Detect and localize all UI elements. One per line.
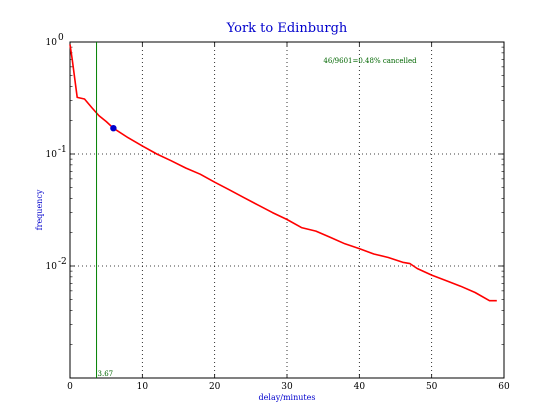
x-tick-label: 10 [137,382,149,392]
y-tick-base: 10 [46,38,58,48]
x-axis-label: delay/minutes [259,393,316,402]
grid-lines [70,42,504,378]
y-tick-exponent: -1 [58,145,67,155]
x-tick-label: 30 [281,382,293,392]
series-group [69,44,497,302]
cancelled-annotation: 46/9601=0.48% cancelled [323,57,417,65]
x-tick-label: 20 [209,382,221,392]
chart-title: York to Edinburgh [226,21,348,36]
y-tick-exponent: 0 [58,33,64,43]
median-marker-label: 3.67 [98,370,114,378]
x-tick-label: 60 [498,382,510,392]
x-tick-label: 40 [354,382,366,392]
y-tick-label: 10 [46,150,58,160]
y-tick-label: 10 [46,262,58,272]
x-tick-label: 0 [67,382,73,392]
y-tick-label: 10 [46,38,58,48]
y-tick-exponent: -2 [58,257,67,267]
series-line [69,44,497,302]
y-tick-base: 10 [46,150,58,160]
y-axis-label: frequency [35,189,44,230]
x-tick-label: 50 [426,382,438,392]
markers-group: 3.67 [96,42,117,378]
point-marker [110,124,117,132]
y-tick-base: 10 [46,262,58,272]
